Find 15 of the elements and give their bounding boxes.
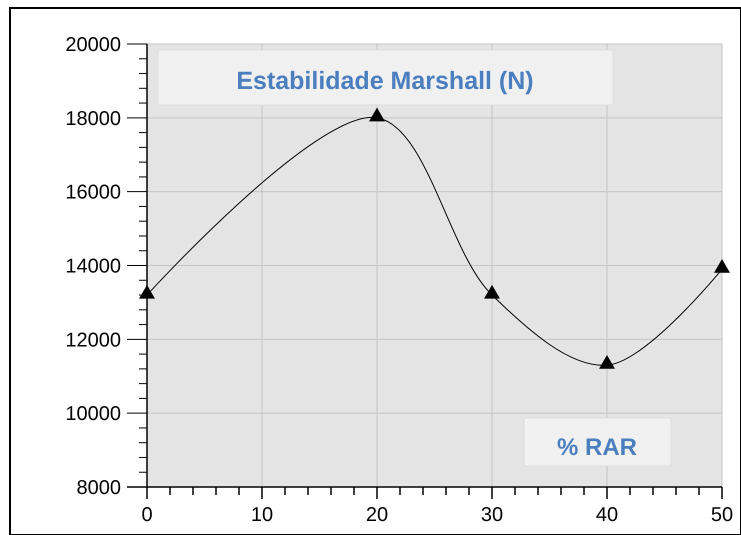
x-tick-label: 50	[710, 504, 734, 526]
y-tick-label: 10000	[65, 403, 121, 426]
y-tick-label: 20000	[65, 34, 121, 56]
y-tick-label: 18000	[65, 108, 121, 130]
text: Estabilidade Marshall (N)	[236, 67, 534, 95]
x-tick-label: 20	[366, 504, 388, 526]
y-tick-label: 14000	[65, 256, 121, 278]
y-tick-label: 16000	[65, 182, 121, 204]
y-tick-label: 8000	[76, 477, 121, 499]
x-tick-label: 0	[141, 504, 153, 526]
x-axis-title: % RAR	[556, 434, 638, 461]
x-tick-label: 10	[250, 504, 274, 526]
x-tick-label: 30	[480, 504, 504, 526]
x-tick-label: 40	[596, 504, 618, 526]
y-tick-label: 12000	[65, 329, 121, 352]
